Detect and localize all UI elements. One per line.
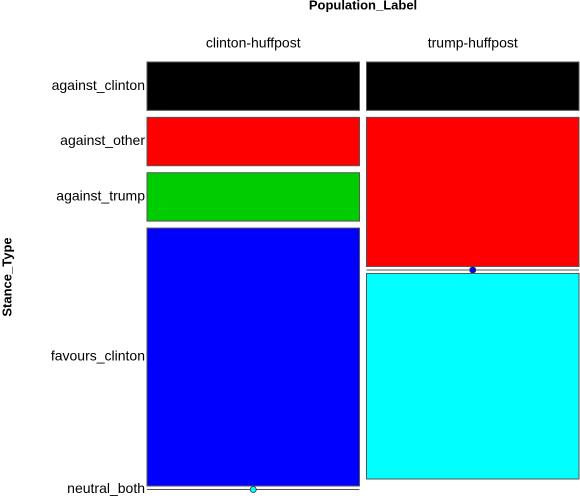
row-label: against_other <box>60 132 145 148</box>
row-label: neutral_both <box>67 480 145 496</box>
mosaic-cell <box>366 61 580 111</box>
chart-title: Population_Label <box>309 0 417 12</box>
mosaic-cell <box>146 172 360 222</box>
empty-cell <box>469 266 477 274</box>
empty-cell <box>249 486 257 493</box>
column-label: clinton-huffpost <box>206 35 301 51</box>
mosaic-cell <box>146 61 360 111</box>
mosaic-cell <box>146 227 360 487</box>
mosaic-cell <box>366 116 580 267</box>
row-label: against_clinton <box>52 77 145 93</box>
column-label: trump-huffpost <box>428 35 518 51</box>
row-label: against_trump <box>56 188 145 204</box>
y-axis-title: Stance_Type <box>0 237 14 316</box>
mosaic-cell <box>366 272 580 480</box>
row-label: favours_clinton <box>51 348 145 364</box>
mosaic-cell <box>146 116 360 167</box>
